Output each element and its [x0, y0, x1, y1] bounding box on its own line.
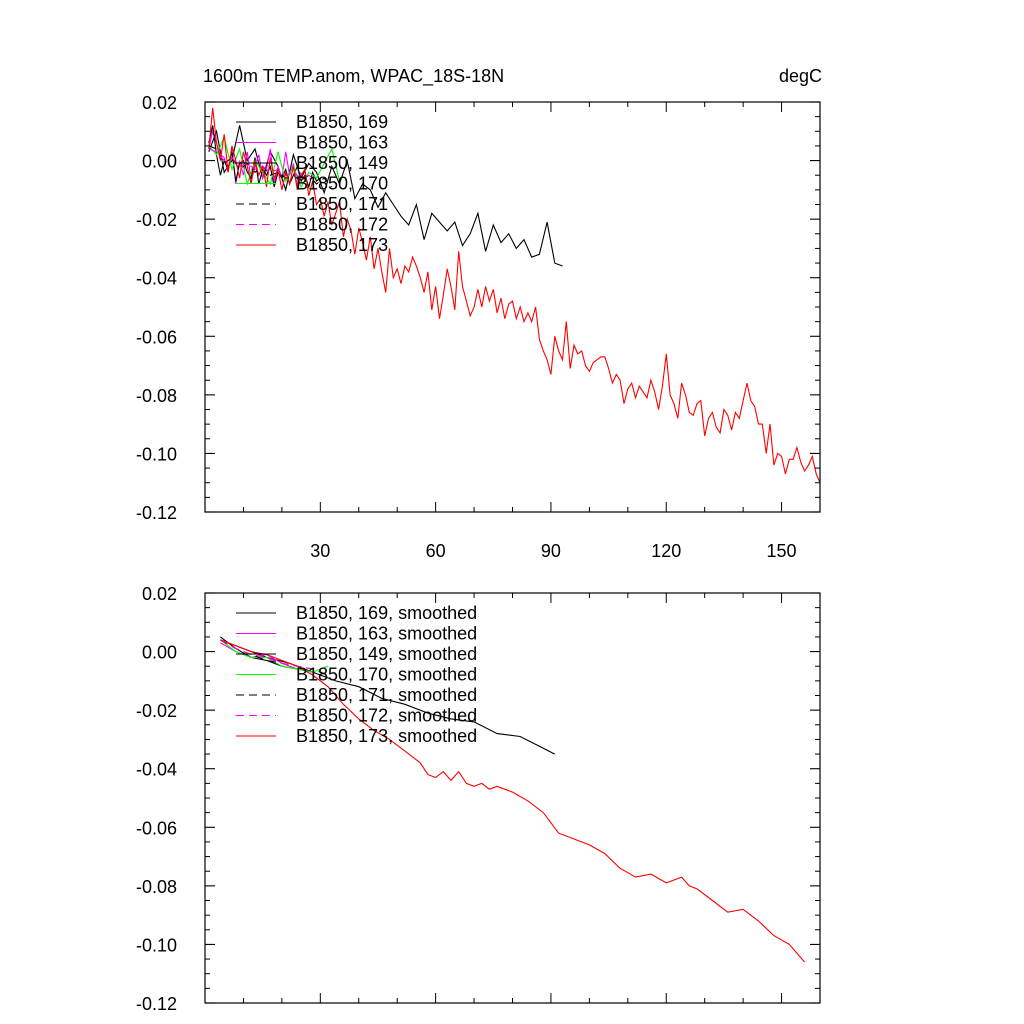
legend-label: B1850, 170, smoothed — [296, 665, 477, 685]
x-tick-label: 90 — [541, 541, 561, 561]
legend-label: B1850, 171 — [296, 194, 388, 214]
series-line-7 — [208, 107, 821, 483]
chart-title: 1600m TEMP.anom, WPAC_18S-18N — [203, 66, 504, 87]
y-tick-label: -0.04 — [136, 269, 177, 289]
legend-label: B1850, 173 — [296, 235, 388, 255]
y-tick-label: 0.02 — [142, 93, 177, 113]
bottom-series-group — [220, 636, 806, 963]
y-tick-label: -0.12 — [136, 994, 177, 1014]
y-tick-label: 0.02 — [142, 584, 177, 604]
series-line-2 — [208, 129, 302, 188]
legend-label: B1850, 163 — [296, 133, 388, 153]
x-tick-label: 30 — [310, 541, 330, 561]
series-line-4 — [208, 135, 341, 189]
series-line-7 — [220, 639, 806, 963]
y-tick-label: 0.00 — [142, 643, 177, 663]
legend-label: B1850, 170 — [296, 174, 388, 194]
legend-label: B1850, 171, smoothed — [296, 685, 477, 705]
y-tick-label: -0.06 — [136, 818, 177, 838]
y-tick-label: -0.10 — [136, 444, 177, 464]
y-tick-label: -0.12 — [136, 503, 177, 523]
y-tick-label: -0.06 — [136, 327, 177, 347]
top-axes-group: 0.02 0.00 -0.02 -0.04 -0.06 -0.08 -0.10 -0.12 30… — [136, 93, 821, 561]
legend-label: B1850, 173, smoothed — [296, 726, 477, 746]
series-line-1 — [220, 639, 556, 755]
legend-label: B1850, 172 — [296, 215, 388, 235]
series-line-5 — [208, 145, 333, 188]
y-tick-label: -0.08 — [136, 386, 177, 406]
legend-label: B1850, 169, smoothed — [296, 603, 477, 623]
y-tick-label: 0.00 — [142, 152, 177, 172]
top-series-group — [208, 107, 821, 483]
y-tick-label: -0.10 — [136, 935, 177, 955]
y-tick-label: -0.04 — [136, 760, 177, 780]
legend-label: B1850, 149 — [296, 153, 388, 173]
legend-label: B1850, 149, smoothed — [296, 644, 477, 664]
legend-label: B1850, 169 — [296, 112, 388, 132]
legend-label: B1850, 163, smoothed — [296, 624, 477, 644]
x-tick-label: 60 — [426, 541, 446, 561]
legend-label: B1850, 172, smoothed — [296, 706, 477, 726]
y-tick-label: -0.02 — [136, 701, 177, 721]
bottom-axes-group: 0.02 0.00 -0.02 -0.04 -0.06 -0.08 -0.10 -0.12 — [136, 584, 821, 1014]
chart-units: degC — [779, 66, 822, 86]
top-chart-panel: 1600m TEMP.anom, WPAC_18S-18N degC 0.020… — [136, 66, 822, 561]
y-tick-label: -0.02 — [136, 210, 177, 230]
bottom-chart-panel: 0.02 0.00 -0.02 -0.04 -0.06 -0.08 -0.10 -0.12 B… — [136, 584, 821, 1014]
y-tick-label: -0.08 — [136, 877, 177, 897]
x-tick-label: 150 — [767, 541, 797, 561]
x-tick-label: 120 — [651, 541, 681, 561]
